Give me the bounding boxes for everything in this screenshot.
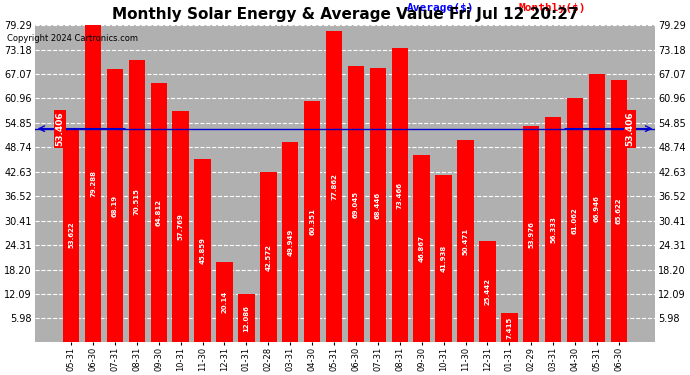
Bar [238, 294, 255, 342]
Text: 79.288: 79.288 [90, 170, 96, 197]
Text: 56.333: 56.333 [550, 216, 556, 243]
Text: 45.859: 45.859 [199, 237, 206, 264]
Bar [85, 25, 101, 342]
Text: 77.862: 77.862 [331, 173, 337, 200]
Text: 12.086: 12.086 [244, 305, 249, 332]
Text: 64.812: 64.812 [156, 199, 161, 226]
Text: 42.572: 42.572 [266, 244, 271, 271]
Text: 69.045: 69.045 [353, 191, 359, 218]
Text: 65.622: 65.622 [616, 198, 622, 224]
Text: 66.946: 66.946 [594, 195, 600, 222]
Text: 7.415: 7.415 [506, 316, 513, 339]
Text: 53.406: 53.406 [56, 111, 65, 146]
Text: 57.769: 57.769 [177, 213, 184, 240]
Text: 53.622: 53.622 [68, 222, 74, 248]
Text: 49.949: 49.949 [287, 229, 293, 256]
Text: 60.351: 60.351 [309, 208, 315, 235]
Bar [501, 313, 518, 342]
Bar [370, 69, 386, 342]
Bar [304, 101, 320, 342]
Text: 53.976: 53.976 [529, 221, 534, 248]
Bar [589, 75, 605, 342]
Text: 53.406: 53.406 [625, 111, 634, 146]
Text: 68.19: 68.19 [112, 195, 118, 217]
Text: 61.062: 61.062 [572, 207, 578, 234]
Text: 46.867: 46.867 [419, 235, 424, 262]
Bar [128, 60, 145, 342]
Text: 70.515: 70.515 [134, 188, 140, 215]
Text: Copyright 2024 Cartronics.com: Copyright 2024 Cartronics.com [7, 34, 138, 43]
Bar [479, 241, 495, 342]
Bar [435, 174, 452, 342]
Text: 68.446: 68.446 [375, 192, 381, 219]
Bar [326, 31, 342, 342]
Bar [413, 155, 430, 342]
Text: 41.938: 41.938 [441, 245, 446, 272]
Bar [216, 262, 233, 342]
Bar [282, 142, 299, 342]
Text: Average($): Average($) [407, 3, 475, 13]
Text: 73.466: 73.466 [397, 182, 403, 209]
Bar [545, 117, 562, 342]
Text: 50.471: 50.471 [462, 228, 469, 255]
Bar [63, 128, 79, 342]
Bar [348, 66, 364, 342]
Bar [150, 83, 167, 342]
Text: Monthly($): Monthly($) [519, 3, 586, 13]
Bar [523, 126, 540, 342]
Text: 25.442: 25.442 [484, 278, 491, 305]
Bar [172, 111, 189, 342]
Bar [457, 140, 474, 342]
Bar [611, 80, 627, 342]
Bar [107, 69, 123, 342]
Text: 20.14: 20.14 [221, 291, 228, 313]
Bar [195, 159, 211, 342]
Bar [260, 172, 277, 342]
Title: Monthly Solar Energy & Average Value Fri Jul 12 20:27: Monthly Solar Energy & Average Value Fri… [112, 8, 578, 22]
Bar [391, 48, 408, 342]
Bar [567, 98, 583, 342]
